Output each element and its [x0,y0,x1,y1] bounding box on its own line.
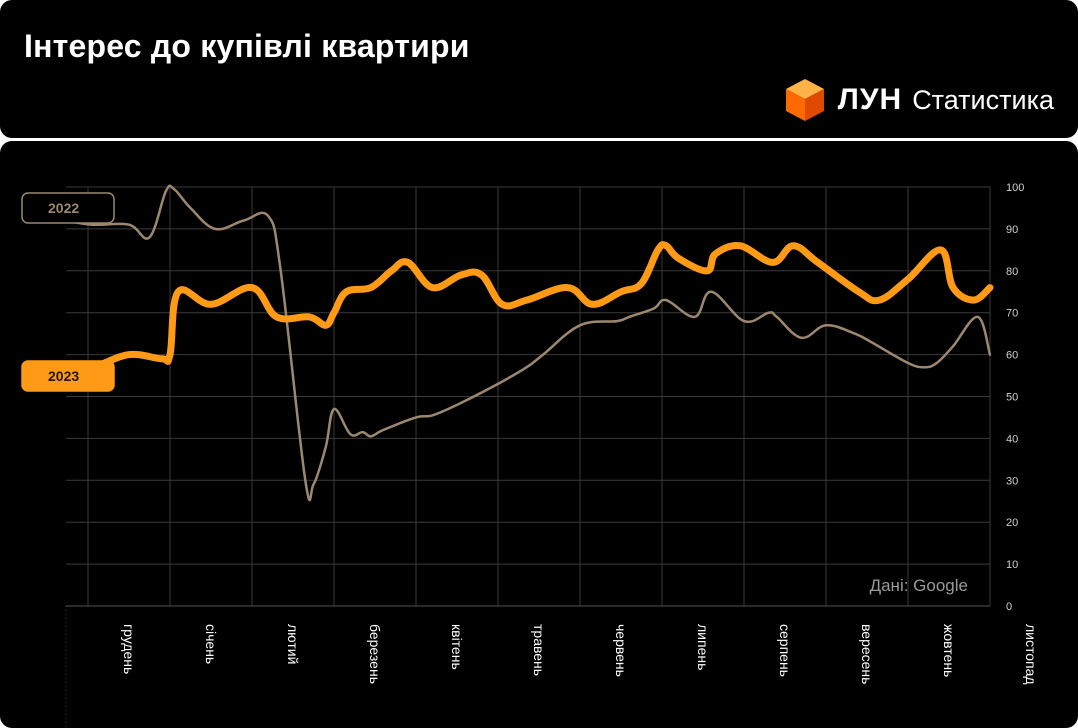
x-tick-label-month: вересень [859,624,875,684]
y-tick-label: 30 [1006,475,1018,487]
series-line-2022 [64,184,992,502]
x-tick-label-month: листопад [1023,624,1039,685]
y-tick-label: 80 [1006,266,1018,278]
x-tick-label-month: січень [203,624,219,664]
y-tick-label: 90 [1006,224,1018,236]
y-tick-label: 20 [1006,517,1018,529]
series-label-2023: 2023 [48,368,79,384]
x-tick-label-month: липень [695,624,711,670]
cube-logo-icon [785,79,824,121]
source-note: Дані: Google [870,576,968,595]
y-tick-label: 0 [1006,601,1012,613]
x-tick-label-month: грудень [121,624,137,674]
x-tick-label-month: травень [531,624,547,676]
series-line-2023 [62,241,994,372]
y-tick-label: 50 [1006,392,1018,404]
series-label-box-2023 [21,360,115,392]
chart-panel: 0 10 20 30 40 50 60 70 80 90 100 грудень січень лютий… [0,141,1078,728]
y-tick-label: 100 [1006,182,1024,194]
y-tick-label: 10 [1006,559,1018,571]
page-title: Інтерес до купівлі квартири [24,28,470,64]
y-tick-label: 70 [1006,308,1018,320]
x-tick-label-month: лютий [285,624,301,664]
brand-subtitle: Статистика [912,84,1054,115]
x-tick-label-month: березень [367,624,383,684]
y-tick-label: 40 [1006,433,1018,445]
header-panel: Інтерес до купівлі квартири ЛУН Статисти… [0,0,1078,138]
brand: ЛУН Статистика [784,76,1054,124]
brand-name: ЛУН [837,83,903,116]
x-tick-label-month: серпень [777,624,793,677]
x-tick-label-month: жовтень [941,624,957,677]
series-label-2022: 2022 [48,200,79,216]
line-chart: 0 10 20 30 40 50 60 70 80 90 100 грудень січень лютий… [21,182,1039,728]
series-label-box-2022 [21,192,115,224]
y-tick-label: 60 [1006,350,1018,362]
x-tick-label-month: квітень [449,624,465,670]
x-tick-label-month: червень [613,624,629,677]
